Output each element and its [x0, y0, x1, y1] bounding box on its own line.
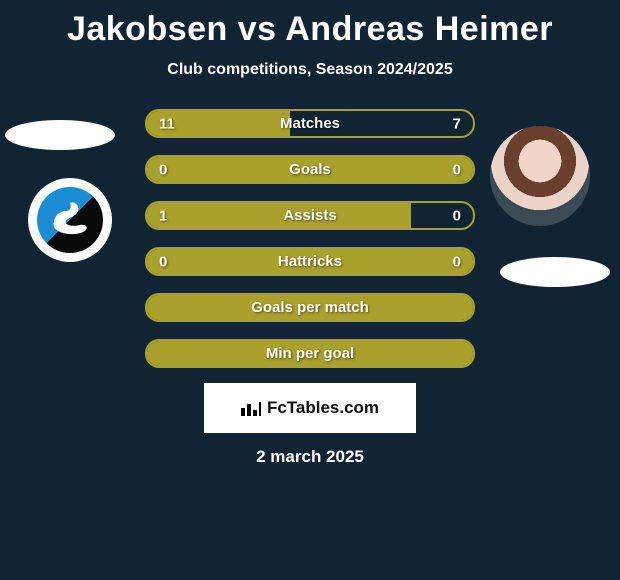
- stat-row: 1 0 Assists: [145, 201, 475, 230]
- page-title: Jakobsen vs Andreas Heimer: [0, 0, 620, 49]
- left-ellipse-placeholder: [5, 120, 115, 150]
- attribution-badge: FcTables.com: [204, 383, 416, 433]
- date-label: 2 march 2025: [0, 433, 620, 467]
- stat-left-value: 11: [159, 115, 175, 132]
- right-player-photo: [490, 126, 590, 226]
- stat-label: Assists: [283, 207, 336, 224]
- stat-left-value: 1: [159, 207, 167, 224]
- stat-label: Goals per match: [251, 299, 369, 316]
- stat-right-value: 7: [453, 115, 461, 132]
- attribution-text: FcTables.com: [267, 398, 379, 418]
- stat-right-value: 0: [453, 161, 461, 178]
- page-subtitle: Club competitions, Season 2024/2025: [0, 49, 620, 79]
- stat-bars: 11 7 Matches 0 0 Goals 1 0 Assists 0 0 Hattricks Goa…: [145, 109, 475, 368]
- swan-icon: [48, 197, 92, 237]
- stat-row: 0 0 Hattricks: [145, 247, 475, 276]
- stat-left-value: 0: [159, 253, 167, 270]
- stat-row: Min per goal: [145, 339, 475, 368]
- stat-row: 0 0 Goals: [145, 155, 475, 184]
- stat-row: Goals per match: [145, 293, 475, 322]
- left-club-badge: [28, 178, 112, 262]
- stat-label: Matches: [280, 115, 340, 132]
- stat-right-value: 0: [453, 253, 461, 270]
- bar-fill-left: [147, 203, 411, 228]
- stat-left-value: 0: [159, 161, 167, 178]
- stat-label: Min per goal: [266, 345, 354, 362]
- stat-right-value: 0: [453, 207, 461, 224]
- right-ellipse-placeholder: [500, 257, 610, 287]
- bar-chart-icon: [241, 400, 261, 416]
- stat-label: Goals: [289, 161, 331, 178]
- stat-label: Hattricks: [278, 253, 342, 270]
- stat-row: 11 7 Matches: [145, 109, 475, 138]
